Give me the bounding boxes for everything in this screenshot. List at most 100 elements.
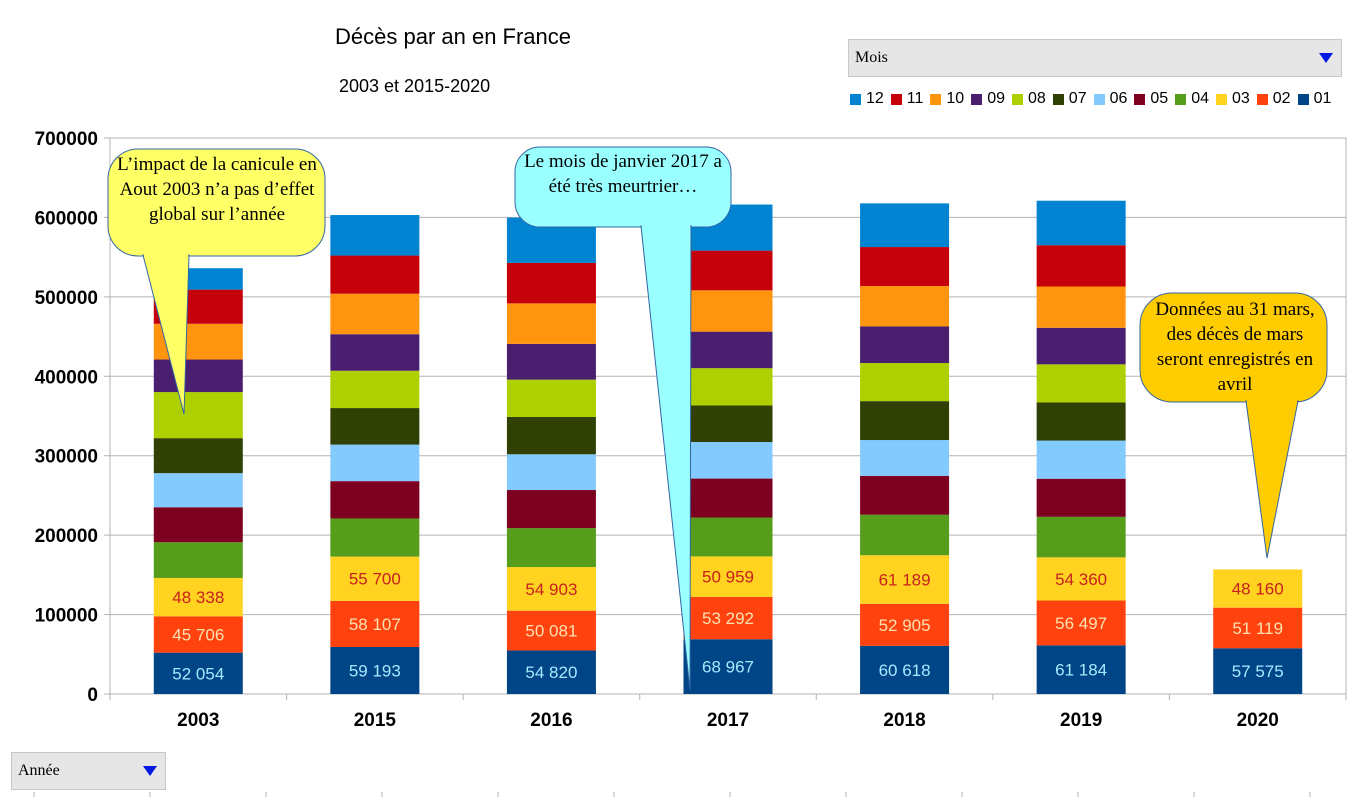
y-tick-label: 400000: [35, 367, 98, 388]
bar-segment-12-2015: [330, 215, 420, 256]
bar-segment-08-2017: [683, 368, 773, 406]
callout-canicule-box: [107, 148, 326, 257]
callout-mars-box: [1139, 292, 1328, 403]
legend-label: 08: [1028, 90, 1046, 107]
legend-item-02: 02: [1256, 90, 1291, 108]
bar-segment-02-2015: [330, 600, 420, 647]
legend-item-01: 01: [1297, 90, 1331, 108]
bar-segment-01-2020: [1213, 648, 1303, 694]
bar-segment-11-2018: [860, 247, 950, 286]
data-label: 61 189: [879, 571, 931, 590]
y-tick-label: 700000: [35, 129, 98, 150]
legend-label: 04: [1191, 90, 1209, 107]
legend-label: 11: [906, 90, 924, 107]
bar-segment-02-2003: [153, 616, 243, 653]
bar-segment-04-2016: [506, 528, 596, 568]
bars: 52 054 45 706 48 338 59 193 58 107 55 700 54 8…: [153, 200, 1303, 694]
legend-item-06: 06: [1093, 90, 1127, 108]
y-tick-label: 200000: [35, 526, 98, 547]
x-tick-label: 2003: [177, 710, 219, 731]
bar-segment-11-2017: [683, 250, 773, 291]
legend-swatch: [1256, 93, 1268, 105]
callout-shapes: [107, 146, 1328, 691]
category-field-dropdown[interactable]: Année: [11, 752, 166, 790]
y-tick-label: 0: [87, 685, 98, 706]
bar-segment-05-2003: [153, 507, 243, 543]
data-label: 54 820: [525, 663, 577, 682]
callout-janvier-pointer: [640, 225, 692, 691]
legend-swatch: [1093, 93, 1105, 105]
data-label: 55 700: [349, 570, 401, 589]
legend-item-05: 05: [1134, 90, 1168, 108]
bar-segment-10-2018: [860, 285, 950, 327]
bar-segment-02-2018: [860, 603, 950, 646]
x-tick-label: 2015: [354, 710, 397, 731]
bar-segment-09-2016: [506, 343, 596, 380]
bar-segment-10-2016: [506, 303, 596, 344]
bar-segment-07-2019: [1036, 402, 1126, 441]
bar-segment-09-2017: [683, 331, 773, 369]
chevron-down-icon[interactable]: [1319, 53, 1333, 63]
data-label: 59 193: [349, 661, 401, 680]
bar-segment-10-2019: [1036, 286, 1126, 328]
data-label: 52 905: [879, 616, 931, 635]
legend-item-10: 10: [930, 90, 964, 108]
data-label: 57 575: [1232, 662, 1284, 681]
bar-segment-09-2019: [1036, 327, 1126, 365]
bar-segment-01-2015: [330, 646, 420, 694]
bar-segment-11-2016: [506, 262, 596, 304]
bar-segment-08-2019: [1036, 364, 1126, 403]
bar-segment-06-2018: [860, 440, 950, 476]
x-tick-label: 2020: [1237, 710, 1279, 731]
bar-segment-09-2018: [860, 326, 950, 364]
callout-canicule-text: L’impact de la canicule en Aout 2003 n’a…: [117, 154, 317, 225]
chart-subtitle: 2003 et 2015-2020: [339, 76, 491, 96]
series-field-dropdown[interactable]: Mois: [848, 39, 1342, 77]
bar-segment-05-2018: [860, 475, 950, 515]
data-label: 58 107: [349, 615, 401, 634]
bar-segment-01-2017: [683, 639, 773, 694]
bar-segment-08-2003: [153, 392, 243, 439]
bar-segment-05-2019: [1036, 478, 1126, 517]
x-tick-label: 2019: [1060, 710, 1102, 731]
legend-item-09: 09: [971, 90, 1005, 108]
bar-segment-03-2015: [330, 556, 420, 601]
bar-segment-07-2018: [860, 401, 950, 441]
bar-segment-11-2019: [1036, 245, 1126, 287]
legend-label: 09: [987, 90, 1005, 107]
chevron-down-icon[interactable]: [143, 766, 157, 776]
data-label: 68 967: [702, 658, 754, 677]
bar-segment-05-2015: [330, 481, 420, 519]
bar-segment-10-2017: [683, 290, 773, 332]
bar-segment-02-2017: [683, 596, 773, 640]
bar-segment-03-2020: [1213, 569, 1303, 608]
bar-segment-03-2003: [153, 577, 243, 617]
legend-item-04: 04: [1175, 90, 1209, 108]
legend-item-08: 08: [1012, 90, 1046, 108]
legend-swatch: [1215, 93, 1227, 105]
legend-item-07: 07: [1052, 90, 1087, 108]
bar-segment-02-2016: [506, 610, 596, 651]
x-tick-label: 2018: [883, 710, 925, 731]
legend-swatch: [1012, 93, 1023, 105]
bar-segment-01-2019: [1036, 645, 1126, 694]
legend: 12 11 10 09 08 07 06 05 04 03 02 01: [850, 89, 1338, 109]
data-label: 51 119: [1232, 619, 1283, 638]
legend-label: 02: [1272, 90, 1291, 107]
legend-label: 05: [1150, 90, 1169, 107]
data-label: 48 160: [1232, 580, 1284, 599]
legend-swatch: [930, 93, 942, 105]
callout-mars-text: Données au 31 mars, des décès de mars se…: [1155, 299, 1315, 395]
callout-janvier-box: [514, 146, 732, 228]
bar-segment-03-2019: [1036, 557, 1126, 601]
bar-segment-06-2019: [1036, 440, 1126, 479]
x-tick-label: 2017: [707, 710, 749, 731]
y-tick-label: 600000: [35, 208, 98, 229]
y-tick-label: 500000: [35, 288, 98, 309]
bar-segment-04-2017: [683, 517, 773, 557]
bar-segment-04-2015: [330, 518, 420, 557]
bar-segment-12-2018: [860, 203, 950, 248]
bar-segment-01-2003: [153, 652, 243, 694]
data-label: 61 184: [1055, 661, 1107, 680]
